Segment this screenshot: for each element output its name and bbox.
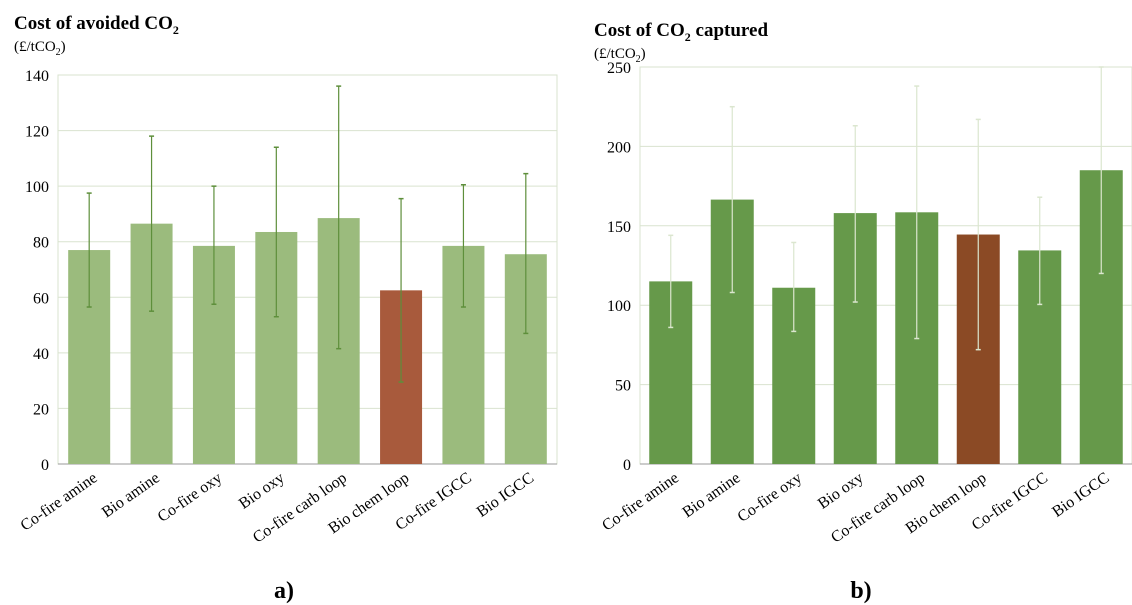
y-tick-label: 0: [41, 457, 49, 474]
unit-label: (£/tCO2): [594, 46, 646, 65]
unit-close: ): [61, 39, 66, 55]
unit-subscript: 2: [56, 47, 61, 58]
x-tick-label: Co-fire oxy: [155, 469, 226, 525]
chart-title: Cost of avoided CO2: [14, 13, 179, 37]
y-tick-label: 40: [33, 346, 49, 363]
chart-a: Cost of avoided CO2 (£/tCO2) 0 20 40 60 80 100 1…: [14, 13, 558, 604]
panel-label: b): [850, 578, 871, 604]
x-tick-label: Bio IGCC: [1049, 469, 1112, 520]
y-tick-label: 20: [33, 401, 49, 418]
x-tick-label: Bio IGCC: [474, 469, 537, 520]
y-tick-label: 120: [25, 124, 49, 141]
y-tick-label: 250: [607, 60, 631, 77]
unit-subscript: 2: [636, 54, 641, 65]
panel-label: a): [274, 578, 294, 604]
x-tick-label: Co-fire amine: [18, 469, 101, 534]
unit-close: ): [641, 46, 646, 62]
x-tick-label: Bio amine: [680, 469, 744, 521]
x-tick-label: Co-fire oxy: [735, 469, 806, 525]
y-tick-label: 100: [25, 179, 49, 196]
x-tick-label: Co-fire amine: [599, 469, 682, 534]
chart-title-subscript: 2: [173, 23, 179, 37]
y-tick-label: 50: [615, 378, 631, 395]
unit-label: (£/tCO2): [14, 39, 66, 58]
chart-title-subscript: 2: [685, 30, 691, 44]
x-tick-label: Bio amine: [99, 469, 163, 521]
y-tick-label: 80: [33, 235, 49, 252]
x-tick-label: Bio oxy: [236, 469, 288, 512]
chart-title: Cost of CO2 captured: [594, 20, 768, 44]
y-tick-label: 150: [607, 219, 631, 236]
y-tick-label: 60: [33, 290, 49, 307]
chart-b: Cost of CO2 captured (£/tCO2) 0 50 100 150 200…: [594, 20, 1132, 604]
y-tick-label: 100: [607, 298, 631, 315]
x-tick-label: Bio oxy: [815, 469, 867, 512]
y-tick-label: 140: [25, 68, 49, 85]
y-tick-label: 200: [607, 139, 631, 156]
y-tick-label: 0: [623, 457, 631, 474]
chart-title-suffix: captured: [691, 20, 769, 41]
